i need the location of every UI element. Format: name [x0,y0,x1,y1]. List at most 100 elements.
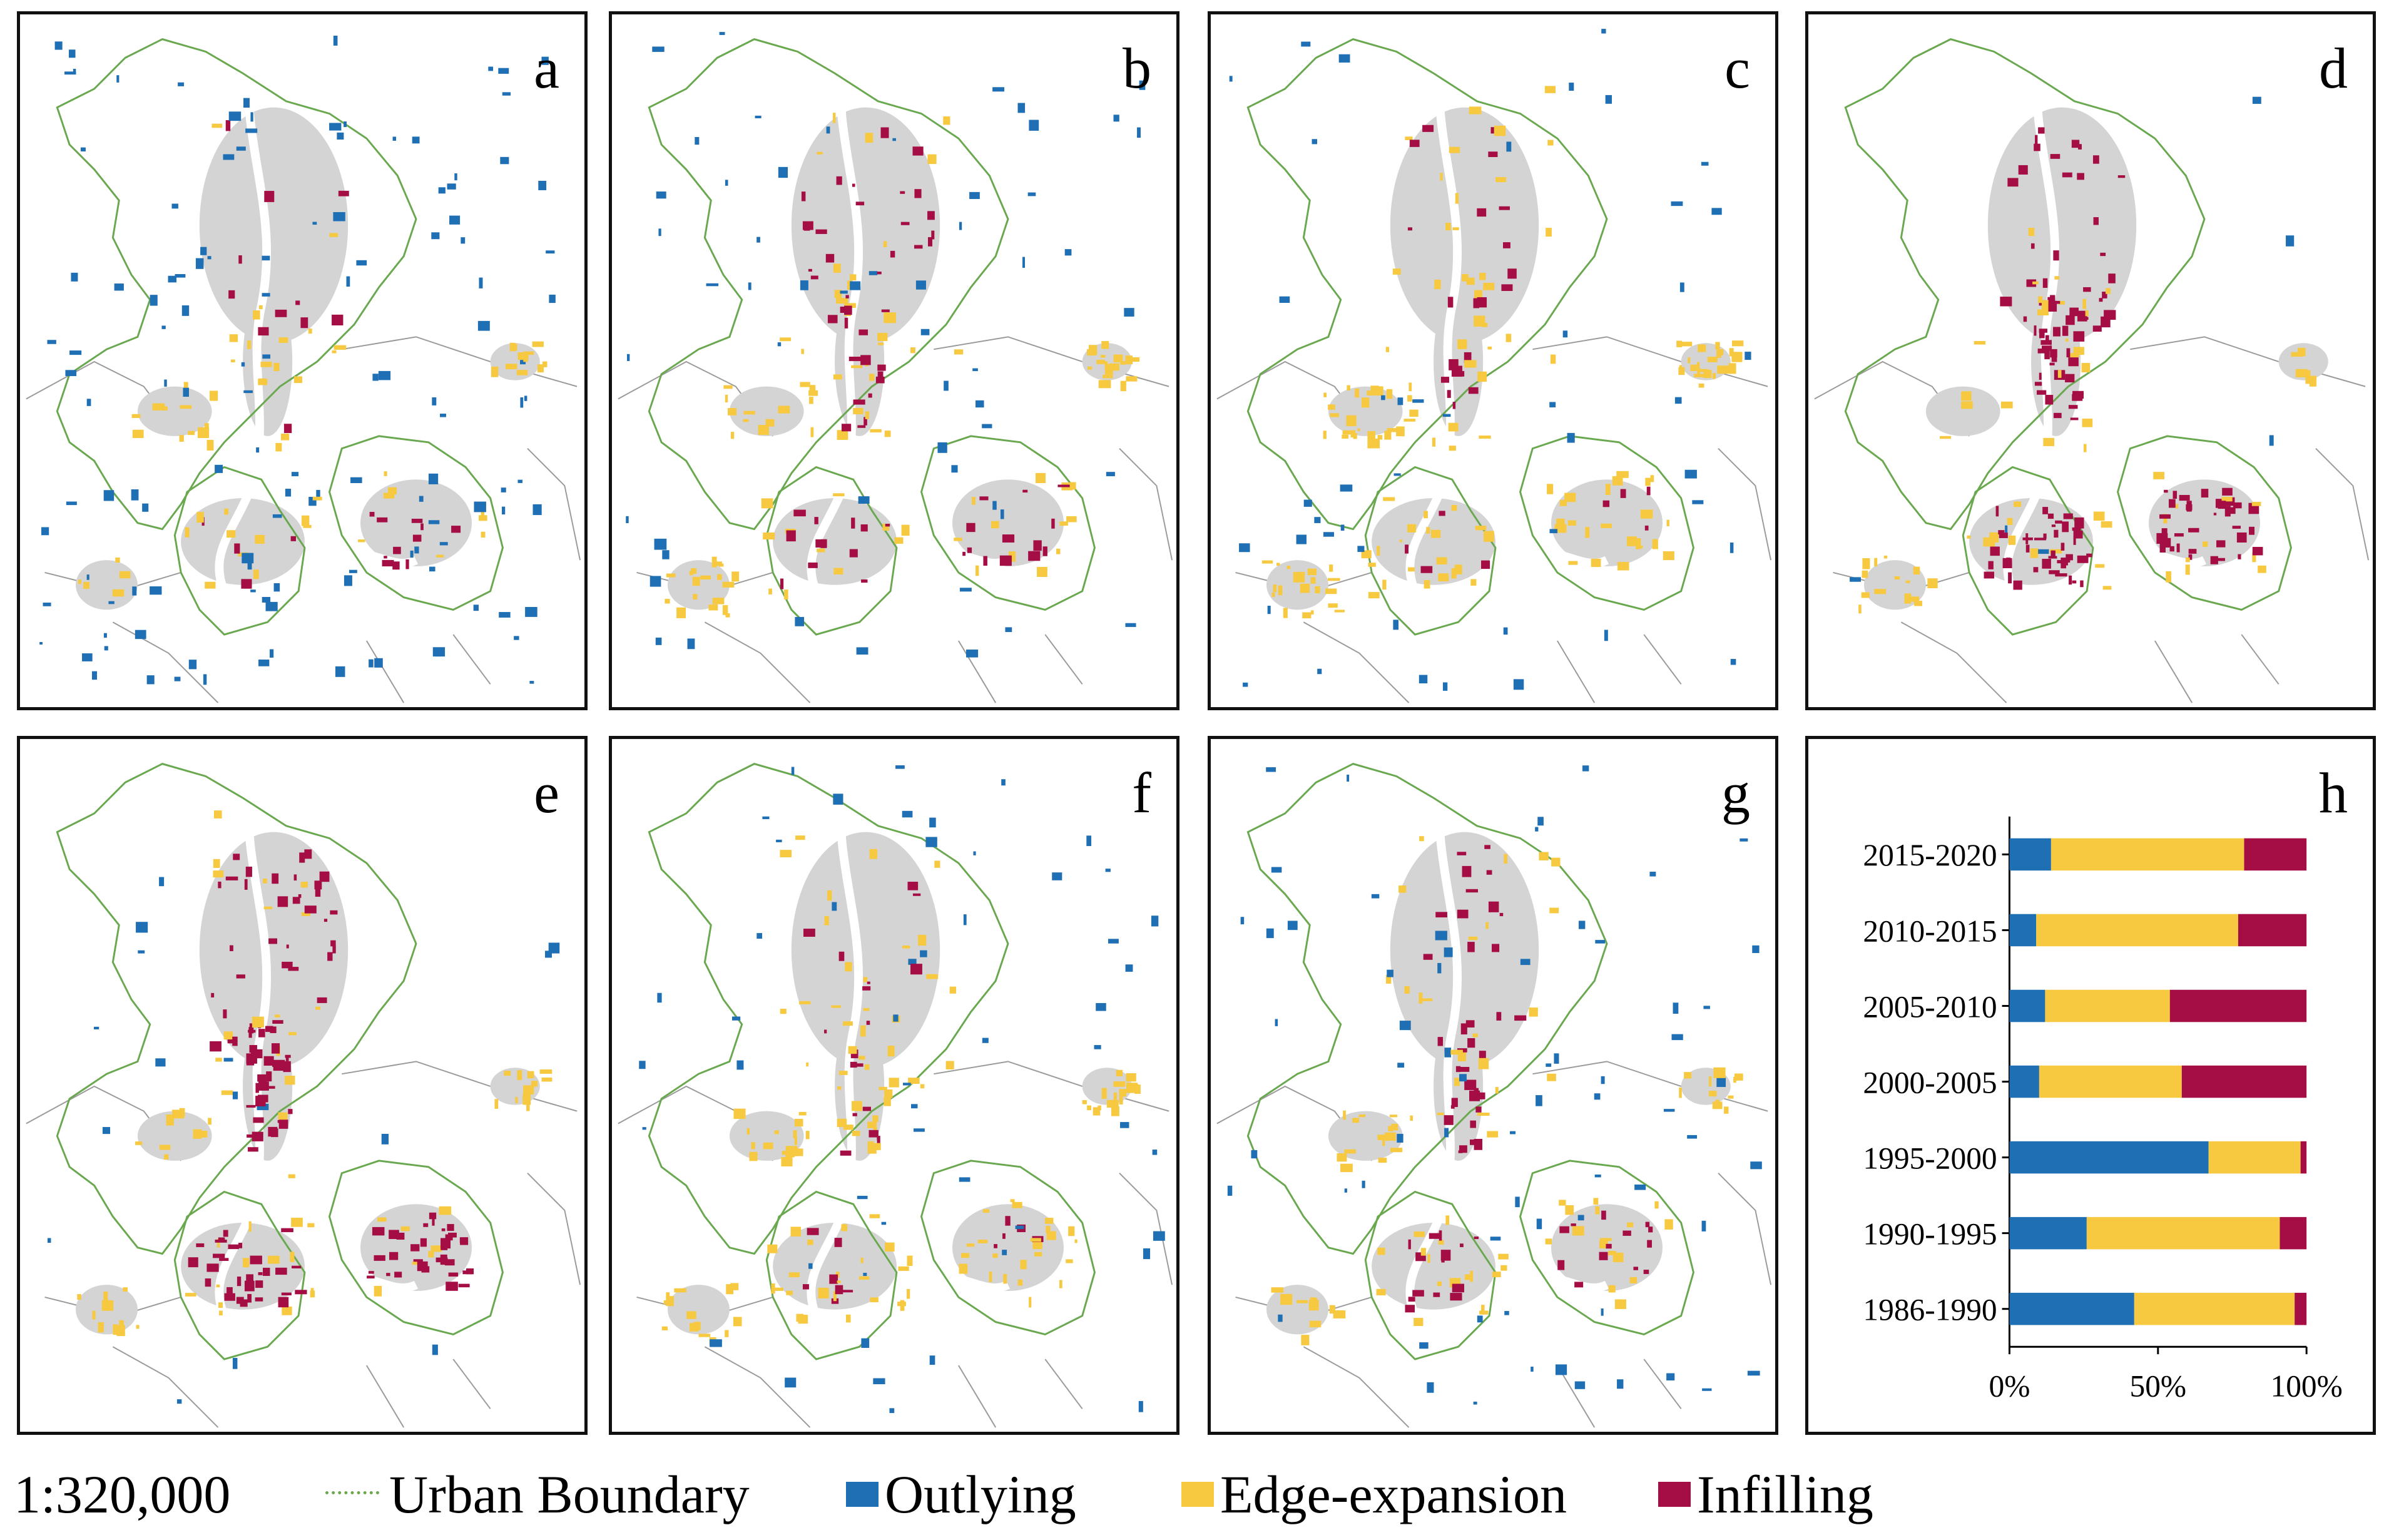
expansion-patch [103,1292,108,1302]
edge-swatch-icon [1181,1482,1214,1507]
expansion-patch [523,1085,534,1094]
expansion-patch [275,309,287,317]
expansion-patch [1096,1002,1106,1011]
expansion-patch [2062,521,2069,533]
expansion-patch [1913,601,1923,606]
expansion-patch [2042,278,2048,288]
expansion-patch [384,471,387,476]
expansion-patch [726,1284,734,1295]
expansion-patch [1698,344,1706,352]
expansion-patch [252,1016,264,1028]
infilling-swatch-icon [1658,1482,1691,1507]
expansion-patch [2037,390,2047,395]
expansion-patch [793,1130,797,1139]
expansion-patch [2048,556,2057,559]
expansion-patch [1740,838,1748,842]
expansion-patch [288,967,299,971]
expansion-patch [387,487,397,495]
expansion-patch [432,1344,438,1355]
expansion-patch [357,539,365,543]
expansion-patch [863,1273,867,1277]
expansion-patch [228,290,235,299]
expansion-patch [862,986,871,991]
expansion-patch [784,589,788,599]
expansion-patch [1397,1063,1405,1068]
expansion-patch [2008,535,2016,545]
legend-infilling-label: Infilling [1697,1464,1873,1524]
expansion-patch [1329,1305,1335,1314]
expansion-patch [967,547,972,553]
road-line [342,1061,578,1112]
expansion-patch [417,1261,428,1272]
expansion-patch [1716,349,1721,358]
expansion-patch [1495,1087,1499,1094]
expansion-patch [1617,561,1629,571]
expansion-patch [1344,1149,1356,1154]
expansion-patch [1515,1196,1520,1208]
expansion-patch [1645,477,1651,486]
expansion-patch [723,385,733,389]
expansion-patch [2102,586,2112,590]
expansion-patch [92,1310,96,1320]
expansion-patch [1478,1058,1489,1069]
expansion-patch [255,534,265,544]
expansion-patch [767,1244,778,1253]
expansion-patch [1387,428,1399,432]
expansion-patch [135,630,146,640]
expansion-patch [429,566,436,572]
expansion-patch [1405,1305,1415,1313]
expansion-patch [2038,127,2045,134]
expansion-patch [843,1124,853,1130]
expansion-patch [2042,507,2049,514]
expansion-patch [323,919,328,922]
expansion-patch [515,1097,518,1104]
road-line [1044,634,1083,685]
expansion-patch [2221,496,2233,502]
expansion-patch [1334,609,1345,613]
expansion-patch [925,837,937,847]
expansion-patch [428,520,440,524]
expansion-patch [394,1272,402,1278]
expansion-patch [885,523,890,527]
expansion-patch [241,362,245,367]
expansion-patch [1967,535,1971,539]
expansion-patch [193,1129,202,1139]
expansion-patch [1585,527,1590,538]
expansion-patch [86,574,89,580]
expansion-patch [1549,907,1559,914]
expansion-patch [722,605,728,615]
expansion-patch [2159,514,2171,519]
expansion-patch [1368,563,1376,567]
expansion-patch [1544,86,1556,93]
expansion-patch [869,1214,880,1218]
expansion-patch [1436,557,1447,564]
expansion-patch [241,579,252,589]
expansion-patch [1708,1076,1712,1087]
expansion-patch [1687,1135,1698,1139]
road-line [366,1365,405,1428]
expansion-patch [910,964,922,975]
expansion-patch [1634,1184,1646,1190]
expansion-patch [1412,399,1424,403]
expansion-patch [1537,817,1544,826]
expansion-patch [374,1285,382,1297]
expansion-patch [1113,354,1122,362]
expansion-patch [2035,135,2038,146]
expansion-patch [441,1228,446,1231]
expansion-patch [1601,1308,1604,1316]
expansion-patch [517,1070,522,1080]
expansion-patch [174,676,181,681]
expansion-patch [436,554,444,558]
expansion-patch [966,523,976,533]
expansion-patch [1384,431,1392,440]
expansion-patch [268,938,278,944]
expansion-patch [1679,1087,1682,1098]
expansion-patch [1059,1280,1062,1288]
road-line [2315,448,2370,561]
expansion-patch [1595,1206,1600,1215]
bar-outlying-1995-2000 [2009,1141,2209,1174]
expansion-patch [627,354,630,361]
expansion-patch [203,430,209,436]
expansion-patch [524,395,527,401]
expansion-patch [2054,276,2060,280]
